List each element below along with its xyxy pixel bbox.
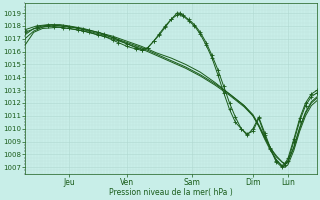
X-axis label: Pression niveau de la mer( hPa ): Pression niveau de la mer( hPa ) bbox=[109, 188, 233, 197]
